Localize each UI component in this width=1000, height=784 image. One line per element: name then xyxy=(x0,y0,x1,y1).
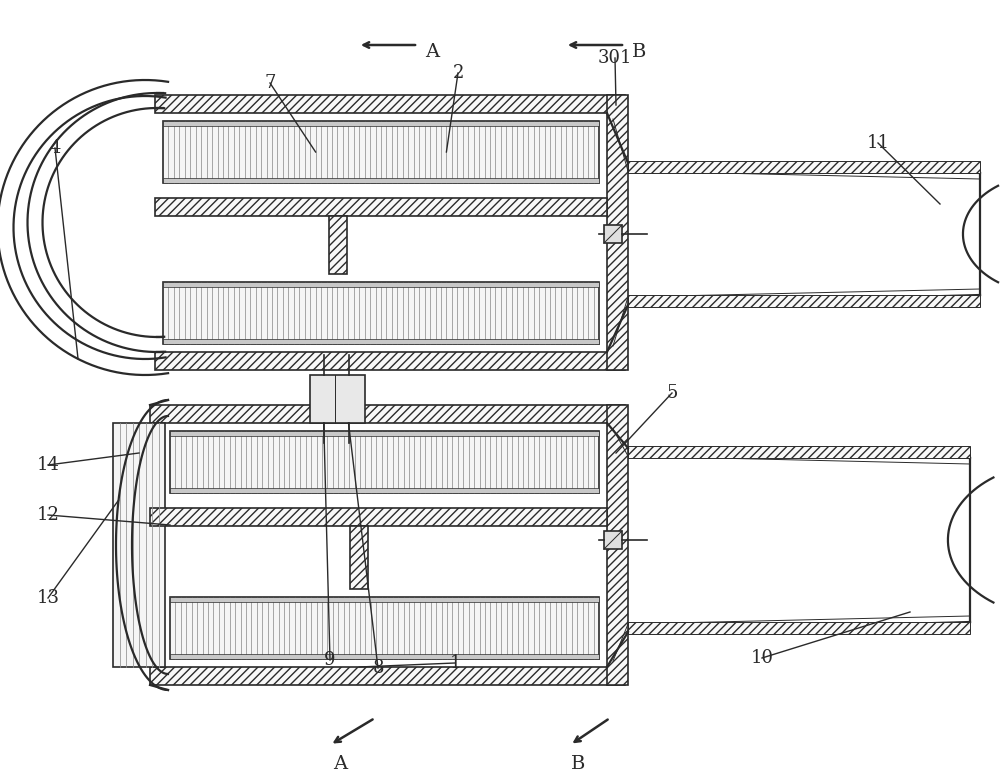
Bar xyxy=(150,508,607,526)
Bar xyxy=(163,339,599,344)
Bar xyxy=(170,488,599,493)
Bar xyxy=(604,225,622,243)
Bar xyxy=(155,198,607,216)
Bar xyxy=(155,352,625,370)
Bar xyxy=(163,121,599,126)
Bar xyxy=(628,622,970,634)
Polygon shape xyxy=(628,171,975,297)
Text: 301: 301 xyxy=(598,49,632,67)
Bar xyxy=(310,375,365,423)
Text: 11: 11 xyxy=(866,134,890,152)
Bar xyxy=(170,431,599,436)
Bar xyxy=(163,282,599,287)
Bar xyxy=(163,121,599,183)
Text: 9: 9 xyxy=(324,651,336,669)
Bar xyxy=(155,95,625,113)
Bar xyxy=(628,446,970,458)
Bar xyxy=(607,405,628,685)
Text: 5: 5 xyxy=(666,384,678,402)
Bar xyxy=(150,423,607,667)
Text: 10: 10 xyxy=(750,649,774,667)
Text: 8: 8 xyxy=(372,659,384,677)
Bar xyxy=(350,526,368,589)
Bar xyxy=(170,597,599,659)
Text: 2: 2 xyxy=(452,64,464,82)
Bar xyxy=(150,405,625,423)
Bar xyxy=(163,282,599,344)
Bar xyxy=(163,178,599,183)
Text: B: B xyxy=(632,43,646,61)
Text: 14: 14 xyxy=(37,456,59,474)
Text: 1: 1 xyxy=(449,654,461,672)
Bar xyxy=(604,531,622,549)
Bar xyxy=(628,295,980,307)
Text: 12: 12 xyxy=(37,506,59,524)
Bar xyxy=(628,161,980,173)
Bar xyxy=(170,654,599,659)
Text: B: B xyxy=(571,755,585,773)
Bar xyxy=(607,95,628,370)
Text: 13: 13 xyxy=(36,589,60,607)
Text: A: A xyxy=(425,43,439,61)
Bar xyxy=(170,597,599,602)
Bar xyxy=(155,113,607,352)
Bar xyxy=(170,431,599,493)
Bar xyxy=(150,667,625,685)
Text: 7: 7 xyxy=(264,74,276,92)
Text: 4: 4 xyxy=(49,139,61,157)
Text: A: A xyxy=(333,755,347,773)
Polygon shape xyxy=(628,456,965,624)
Bar xyxy=(113,423,165,667)
Bar xyxy=(329,216,347,274)
